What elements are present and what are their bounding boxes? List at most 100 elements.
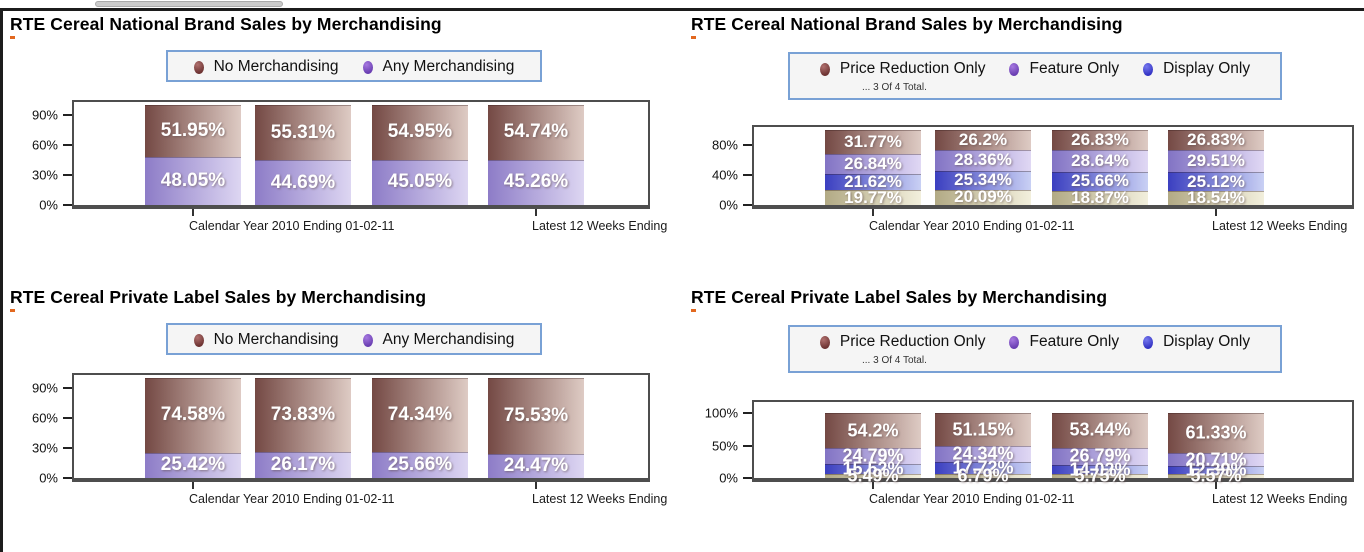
bar-segment-price-reduction-only[interactable]	[935, 413, 1031, 447]
legend-item-display-only[interactable]: Display Only	[1143, 60, 1250, 78]
legend-item-any-merchandising[interactable]: Any Merchandising	[362, 58, 514, 76]
bar-value-label: 29.51%	[1187, 151, 1245, 171]
bar-segment-display-only[interactable]	[825, 464, 921, 475]
bar-segment-price-reduction-only[interactable]	[825, 130, 921, 154]
bar[interactable]: 54.2% 24.79% 15.52% 5.49%	[825, 413, 921, 486]
bar[interactable]: 54.95% 45.05%	[372, 105, 468, 205]
bar[interactable]: 75.53% 24.47%	[488, 378, 584, 478]
bar-value-label: 25.66%	[1071, 171, 1129, 191]
legend-item-no-merchandising[interactable]: No Merchandising	[193, 331, 339, 349]
bar[interactable]: 74.58% 25.42%	[145, 378, 241, 478]
bar-segment-feature-only[interactable]	[825, 153, 921, 174]
legend-series-dot-icon	[819, 62, 830, 76]
bar[interactable]: 26.83% 28.64% 25.66% 18.87%	[1052, 130, 1148, 207]
bar-value-label: 74.58%	[160, 404, 226, 426]
bar-segment[interactable]	[1168, 191, 1264, 205]
bar-segment-any-merchandising[interactable]	[145, 452, 241, 478]
bar-segment[interactable]	[935, 189, 1031, 205]
legend-series-dot-icon	[362, 333, 373, 347]
bar-segment-any-merchandising[interactable]	[145, 156, 241, 205]
bar-segment-any-merchandising[interactable]	[372, 452, 468, 478]
bar-segment[interactable]	[1052, 190, 1148, 205]
bar-segment-price-reduction-only[interactable]	[1052, 130, 1148, 151]
y-tick-label: 40%	[711, 167, 738, 183]
bar-value-label: 45.26%	[503, 171, 569, 193]
bar-segment-any-merchandising[interactable]	[488, 453, 584, 478]
legend-item-price-reduction-only[interactable]: Price Reduction Only	[819, 333, 985, 351]
bar-value-label: 21.62%	[844, 172, 902, 192]
bar-segment-no-merchandising[interactable]	[488, 378, 584, 454]
plot-area: 51.95% 48.05% 55.31% 44.69% 54.95% 45.05% 54.7…	[72, 100, 650, 209]
legend-series-dot-icon	[193, 60, 204, 74]
bar[interactable]: 74.34% 25.66%	[372, 378, 468, 478]
legend-series-dot-icon	[819, 335, 830, 349]
bar-segment-display-only[interactable]	[935, 170, 1031, 190]
bar[interactable]: 61.33% 20.71% 12.39% 5.57%	[1168, 413, 1264, 486]
bar-segment-feature-only[interactable]	[825, 448, 921, 465]
bar-segment-display-only[interactable]	[935, 462, 1031, 474]
bar-segment-no-merchandising[interactable]	[372, 105, 468, 160]
x-axis-label: Calendar Year 2010 Ending 01-02-11	[869, 492, 1075, 506]
bar-segment-display-only[interactable]	[825, 173, 921, 191]
legend-row: No Merchandising Any Merchandising	[168, 325, 540, 353]
bar-value-label: 26.2%	[958, 129, 1008, 149]
bar-segment-price-reduction-only[interactable]	[935, 130, 1031, 150]
bar-segment-display-only[interactable]	[1168, 172, 1264, 192]
legend-series-dot-icon	[1143, 62, 1154, 76]
bar-value-label: 25.34%	[954, 170, 1012, 190]
bar-segment-feature-only[interactable]	[935, 149, 1031, 171]
legend-item-any-merchandising[interactable]: Any Merchandising	[362, 331, 515, 349]
bar-segment-any-merchandising[interactable]	[372, 159, 468, 205]
legend-item-price-reduction-only[interactable]: Price Reduction Only	[819, 60, 985, 78]
bar-segment[interactable]	[935, 473, 1031, 478]
bar[interactable]: 51.15% 24.34% 17.72% 6.79%	[935, 413, 1031, 485]
bar-segment-feature-only[interactable]	[1168, 452, 1264, 467]
bar-segment-any-merchandising[interactable]	[255, 160, 351, 205]
bar[interactable]: 26.2% 28.36% 25.34% 20.09%	[935, 129, 1031, 206]
bar-value-label: 44.69%	[270, 171, 336, 193]
bar-segment-any-merchandising[interactable]	[488, 159, 584, 205]
chart-private-label-merch-split: RTE Cereal Private Label Sales by Mercha…	[2, 283, 683, 545]
bar-segment-no-merchandising[interactable]	[372, 378, 468, 453]
bar[interactable]: 31.77% 26.84% 21.62% 19.77%	[825, 130, 921, 207]
legend-label: Display Only	[1163, 333, 1251, 350]
bar-segment-any-merchandising[interactable]	[255, 451, 351, 478]
bar[interactable]: 55.31% 44.69%	[255, 105, 351, 205]
bar-segment-no-merchandising[interactable]	[255, 378, 351, 452]
bar-segment-display-only[interactable]	[1168, 466, 1264, 475]
y-tick-label: 100%	[704, 405, 738, 421]
bar-value-label: 5.75%	[1074, 465, 1126, 486]
bar-segment[interactable]	[825, 474, 921, 478]
legend-item-feature-only[interactable]: Feature Only	[1009, 60, 1119, 78]
bar-segment-price-reduction-only[interactable]	[1168, 130, 1264, 151]
scrollbar-thumb[interactable]	[95, 1, 283, 7]
bar-segment-no-merchandising[interactable]	[255, 105, 351, 161]
y-tick-mark	[743, 174, 752, 176]
x-tick-mark	[192, 482, 194, 489]
legend-label: Any Merchandising	[382, 331, 515, 348]
legend-item-display-only[interactable]: Display Only	[1143, 333, 1250, 351]
bar-segment-feature-only[interactable]	[1052, 150, 1148, 172]
bar-segment[interactable]	[1168, 474, 1264, 478]
bar-segment-no-merchandising[interactable]	[145, 378, 241, 453]
bar[interactable]: 73.83% 26.17%	[255, 378, 351, 478]
bar-segment-feature-only[interactable]	[1052, 447, 1148, 466]
bar-segment[interactable]	[1052, 474, 1148, 478]
bar-segment-feature-only[interactable]	[935, 446, 1031, 463]
bar-segment-price-reduction-only[interactable]	[825, 413, 921, 449]
bar[interactable]: 53.44% 26.79% 14.02% 5.75%	[1052, 413, 1148, 486]
bar-segment-feature-only[interactable]	[1168, 150, 1264, 173]
bar-segment-display-only[interactable]	[1052, 465, 1148, 475]
legend-item-no-merchandising[interactable]: No Merchandising	[193, 58, 339, 76]
bar-segment-display-only[interactable]	[1052, 171, 1148, 191]
bar-segment-price-reduction-only[interactable]	[1168, 413, 1264, 453]
bar[interactable]: 51.95% 48.05%	[145, 105, 241, 205]
legend-item-feature-only[interactable]: Feature Only	[1009, 333, 1119, 351]
bar-segment[interactable]	[825, 190, 921, 205]
legend-label: Feature Only	[1029, 60, 1120, 77]
bar-segment-no-merchandising[interactable]	[145, 105, 241, 157]
bar[interactable]: 26.83% 29.51% 25.12% 18.54%	[1168, 130, 1264, 207]
bar-segment-price-reduction-only[interactable]	[1052, 413, 1148, 448]
bar[interactable]: 54.74% 45.26%	[488, 105, 584, 205]
bar-segment-no-merchandising[interactable]	[488, 105, 584, 160]
